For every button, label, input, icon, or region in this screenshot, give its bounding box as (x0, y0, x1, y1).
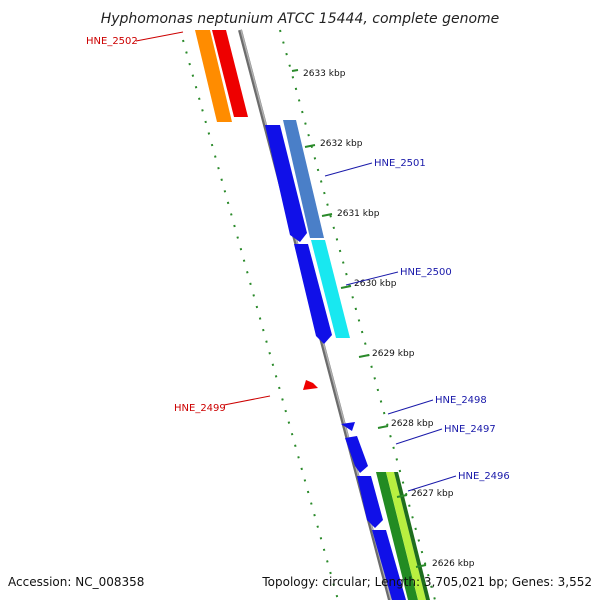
tick-label-2632: 2632 kbp (320, 139, 363, 149)
cds-hne-2496-green[interactable] (376, 472, 418, 600)
cds-hne-2502-orange[interactable] (195, 30, 232, 122)
scale-ticks: 2633 kbp 2632 kbp 2631 kbp 2630 kbp 2629… (291, 69, 475, 569)
gene-labels: HNE_2502 HNE_2499 HNE_2501 HNE_2500 HNE_… (86, 36, 510, 482)
gene-label-hne-2499[interactable]: HNE_2499 (174, 403, 226, 414)
accession-text: Accession: NC_008358 (8, 575, 144, 589)
cds-hne-2496-blue-a[interactable] (357, 476, 383, 528)
cds-hne-2497[interactable] (345, 436, 368, 473)
tick-label-2629: 2629 kbp (372, 349, 415, 359)
cds-hne-2500-blue[interactable] (294, 244, 332, 344)
topology-text: Topology: circular; Length: 3,705,021 bp… (261, 575, 592, 589)
map-title: Hyphomonas neptunium ATCC 15444, complet… (101, 11, 500, 27)
cds-hne-2498[interactable] (341, 422, 355, 431)
cds-hne-2501-steel[interactable] (283, 120, 324, 238)
gene-label-hne-2501[interactable]: HNE_2501 (374, 158, 426, 169)
gene-label-hne-2498[interactable]: HNE_2498 (435, 395, 487, 406)
tick-label-2628: 2628 kbp (391, 419, 434, 429)
reverse-strand-features (195, 30, 318, 390)
tick-label-2630: 2630 kbp (354, 279, 397, 289)
cds-hne-2499[interactable] (303, 380, 318, 390)
label-leaders (135, 31, 457, 492)
tick-label-2626: 2626 kbp (432, 559, 475, 569)
cds-hne-2502-red[interactable] (212, 30, 248, 117)
cds-hne-2500-cyan[interactable] (311, 240, 350, 338)
gene-label-hne-2497[interactable]: HNE_2497 (444, 424, 496, 435)
cds-hne-2496-darkgreen[interactable] (394, 472, 430, 600)
forward-strand-features (265, 120, 430, 600)
gc-skew-track (182, 29, 436, 600)
gene-label-hne-2502[interactable]: HNE_2502 (86, 36, 138, 47)
cds-hne-2496-lightgreen[interactable] (386, 472, 426, 600)
cds-hne-2501-blue[interactable] (265, 125, 307, 242)
tick-label-2627: 2627 kbp (411, 489, 454, 499)
gene-label-hne-2496[interactable]: HNE_2496 (458, 471, 510, 482)
cds-hne-2496-blue-b[interactable] (372, 530, 406, 600)
gene-label-hne-2500[interactable]: HNE_2500 (400, 267, 452, 278)
tick-label-2633: 2633 kbp (303, 69, 346, 79)
tick-label-2631: 2631 kbp (337, 209, 380, 219)
